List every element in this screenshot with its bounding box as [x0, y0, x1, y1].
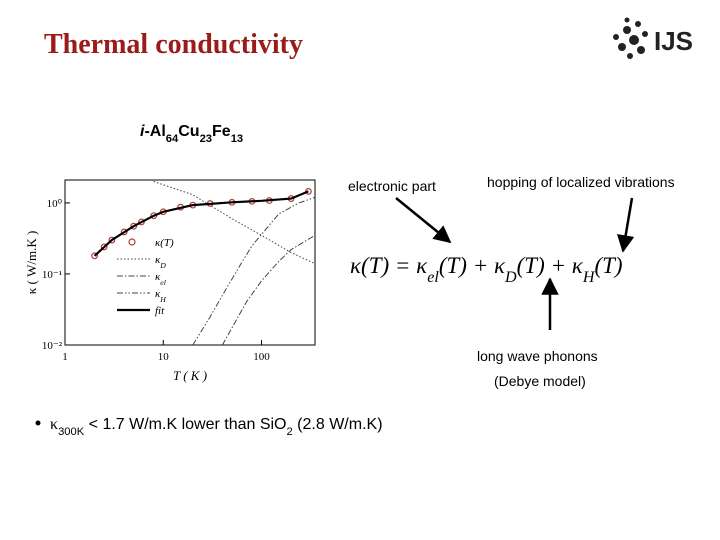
text-part: H: [582, 269, 596, 286]
text-part: 64: [166, 133, 179, 145]
text-part: el: [160, 278, 166, 287]
annotation: hopping of localized vibrations: [487, 174, 675, 190]
x-tick-label: 1: [62, 351, 68, 363]
data-point: [108, 236, 116, 244]
text-part: 13: [231, 133, 243, 145]
slide-title: Thermal conductivity: [44, 29, 303, 60]
text-part: D: [504, 269, 517, 286]
text-part: κ: [155, 288, 161, 300]
y-axis-label: κ ( W/m.K ): [24, 231, 39, 295]
y-tick-label: 10⁻²: [42, 340, 63, 352]
text-part: -Al: [144, 123, 165, 140]
legend-label: κel: [155, 271, 166, 287]
y-tick-label: 10⁻¹: [42, 269, 62, 281]
text-part: 23: [200, 133, 212, 145]
compound: i-Al64Cu23Fe13: [140, 123, 243, 145]
legend-label: fit: [155, 305, 165, 317]
text-part: D: [159, 261, 166, 270]
logo-dots: [613, 17, 648, 59]
text-part: Fe: [212, 123, 231, 140]
text-part: < 1.7 W/m.K lower than SiO: [84, 416, 286, 433]
annotation: (Debye model): [494, 373, 586, 389]
series-line: [93, 190, 309, 257]
data-point: [91, 252, 98, 260]
arrow: [617, 197, 635, 253]
text-part: κ: [50, 416, 58, 433]
x-axis-label: T ( K ): [173, 368, 207, 383]
legend-label: κD: [155, 254, 166, 270]
annotation: long wave phonons: [477, 348, 598, 364]
text-part: κ: [155, 254, 161, 266]
text-part: i: [140, 123, 145, 140]
x-tick-label: 10: [158, 351, 170, 363]
data-point: [120, 228, 128, 236]
text-part: H: [159, 295, 166, 304]
text-part: Cu: [178, 123, 199, 140]
y-tick-label: 10⁰: [47, 198, 63, 210]
logo-text: IJS: [654, 26, 693, 56]
text-part: (2.8 W/m.K): [293, 416, 383, 433]
legend-symbol: [128, 238, 136, 246]
bullet-text: κ300K < 1.7 W/m.K lower than SiO2 (2.8 W…: [50, 416, 383, 438]
text-part: 2: [287, 426, 293, 438]
legend-label: κ(T): [155, 237, 174, 249]
bullet-dot: [35, 420, 41, 426]
formula: κ(T) = κel(T) + κD(T) + κH(T): [350, 253, 623, 286]
data-point: [138, 218, 145, 226]
data-point: [100, 243, 108, 251]
text-part: (T) + κ: [439, 253, 506, 278]
plot-area: [91, 181, 315, 345]
legend-label: κH: [155, 288, 166, 304]
text-part: κ(T) = κ: [350, 253, 428, 278]
arrow: [395, 197, 452, 244]
plot-frame: [64, 179, 316, 346]
data-point: [130, 222, 138, 230]
text-part: (T): [594, 253, 622, 278]
text-part: (T) + κ: [517, 253, 584, 278]
text-part: el: [427, 269, 439, 286]
text-part: κ: [155, 271, 161, 283]
text-part: 300K: [58, 426, 85, 438]
annotation: electronic part: [348, 178, 436, 194]
x-tick-label: 100: [253, 351, 270, 363]
